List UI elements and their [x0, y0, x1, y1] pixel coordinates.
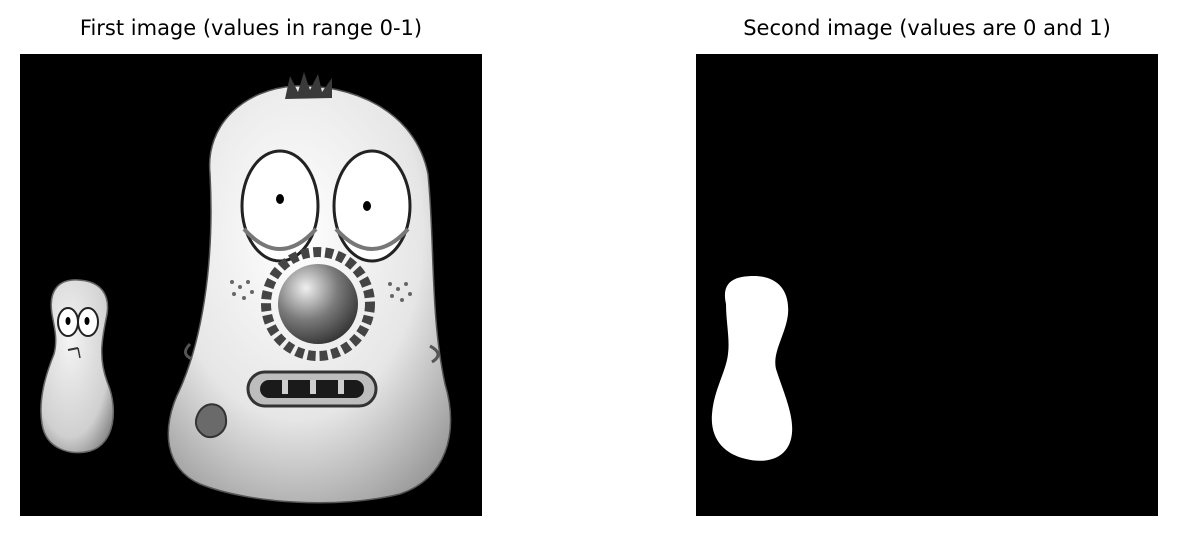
second-image: [696, 54, 1158, 516]
second-image-title: Second image (values are 0 and 1): [743, 16, 1111, 40]
left-eye-icon: [240, 149, 320, 263]
small-character: [40, 279, 114, 454]
big-character: [167, 72, 452, 504]
mask-shape: [711, 276, 793, 461]
first-image-title: First image (values in range 0-1): [79, 16, 423, 40]
right-eye-icon: [332, 149, 412, 263]
first-image: [20, 54, 482, 516]
nose-icon: [278, 264, 358, 344]
